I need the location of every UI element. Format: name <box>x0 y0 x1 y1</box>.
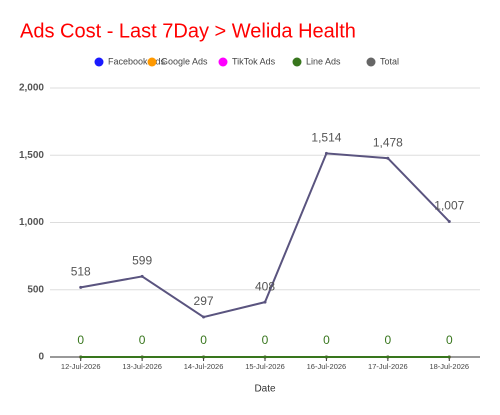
point <box>140 355 144 359</box>
data-label: 0 <box>323 333 330 347</box>
data-label: 599 <box>132 254 152 268</box>
point <box>324 151 328 155</box>
legend-label: Total <box>380 56 399 66</box>
point <box>324 355 328 359</box>
legend-label: Line Ads <box>306 56 341 66</box>
data-label: 1,514 <box>311 131 341 145</box>
legend-label: TikTok Ads <box>232 56 276 66</box>
x-tick-label: 18-Jul-2026 <box>429 362 469 371</box>
data-label: 0 <box>446 333 453 347</box>
point <box>202 315 206 319</box>
x-tick-label: 12-Jul-2026 <box>61 362 101 371</box>
data-label: 408 <box>255 279 275 293</box>
point <box>447 355 451 359</box>
y-tick-label: 1,500 <box>19 150 44 161</box>
point <box>140 274 144 278</box>
x-tick-label: 17-Jul-2026 <box>368 362 408 371</box>
point <box>263 300 267 304</box>
legend-swatch <box>147 57 157 67</box>
data-label: 0 <box>200 333 207 347</box>
point <box>386 156 390 160</box>
point <box>79 285 83 289</box>
legend-swatch <box>292 57 302 67</box>
y-tick-label: 0 <box>38 352 44 363</box>
legend-label: Facebook Ads <box>108 56 166 66</box>
data-label: 297 <box>194 294 214 308</box>
y-tick-label: 500 <box>27 284 44 295</box>
x-tick-label: 16-Jul-2026 <box>307 362 347 371</box>
point <box>386 355 390 359</box>
data-label: 0 <box>77 333 84 347</box>
y-tick-label: 1,000 <box>19 217 44 228</box>
chart-title: Ads Cost - Last 7Day > Welida Health <box>20 20 356 42</box>
legend-swatch <box>94 57 104 67</box>
x-tick-label: 14-Jul-2026 <box>184 362 224 371</box>
data-label: 1,007 <box>434 199 464 213</box>
y-tick-label: 2,000 <box>19 83 44 94</box>
data-label: 0 <box>139 333 146 347</box>
legend-swatch <box>218 57 228 67</box>
data-label: 0 <box>262 333 269 347</box>
x-tick-label: 15-Jul-2026 <box>245 362 285 371</box>
point <box>447 220 451 224</box>
point <box>263 355 267 359</box>
legend-label: Google Ads <box>161 56 208 66</box>
point <box>79 355 83 359</box>
x-tick-label: 13-Jul-2026 <box>122 362 162 371</box>
data-label: 518 <box>71 265 91 279</box>
x-axis-label: Date <box>254 384 276 395</box>
data-label: 0 <box>385 333 392 347</box>
point <box>202 355 206 359</box>
legend-swatch <box>366 57 376 67</box>
data-label: 1,478 <box>373 135 403 149</box>
